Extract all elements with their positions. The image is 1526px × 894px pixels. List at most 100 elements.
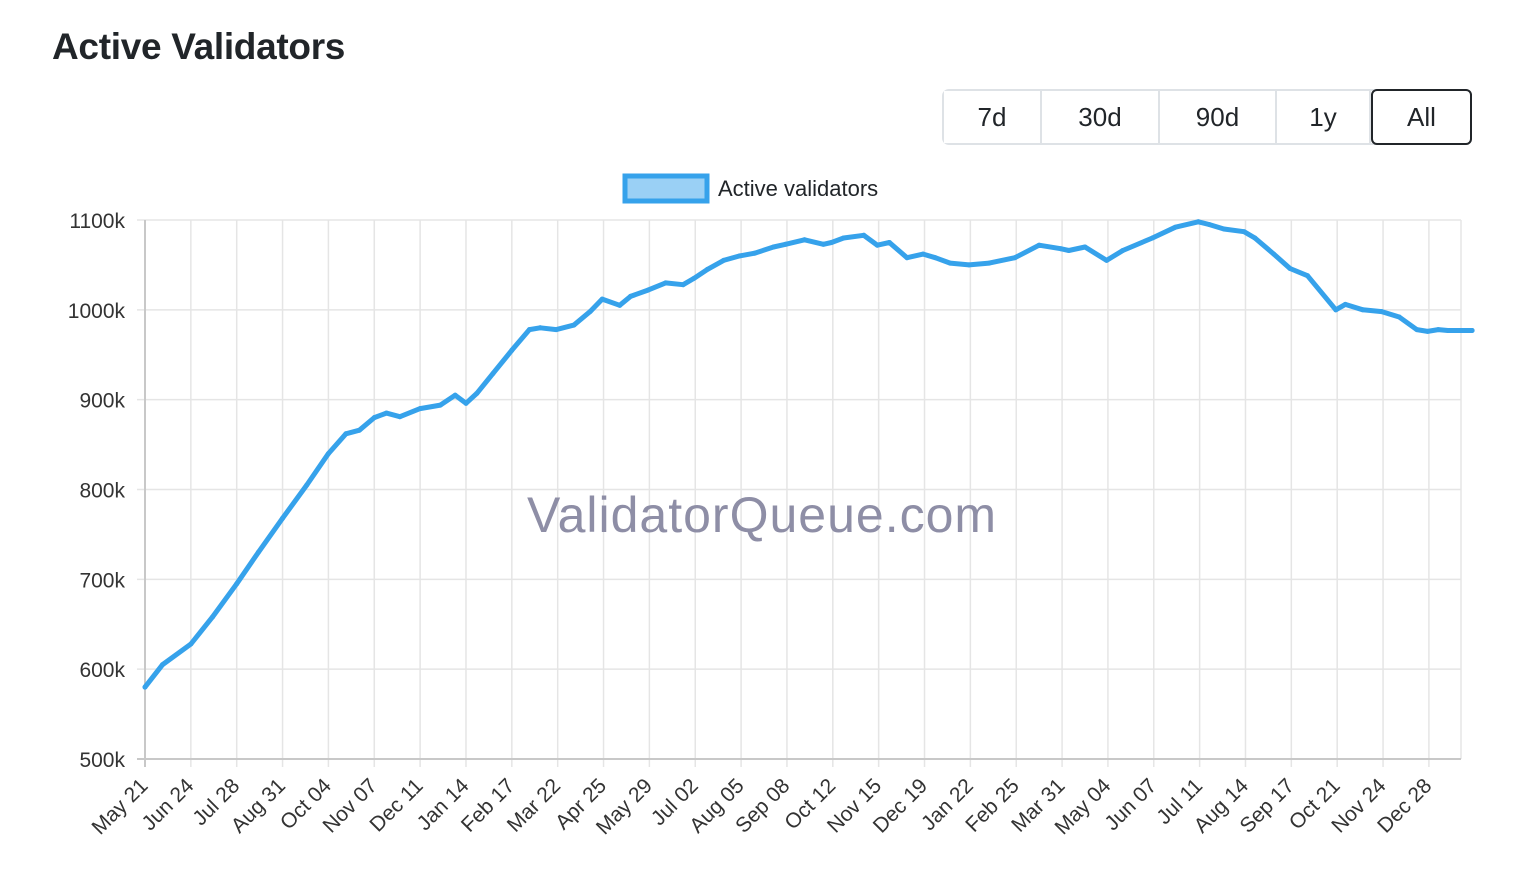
data-point [1195, 219, 1201, 225]
data-point [142, 684, 148, 690]
data-point [1287, 266, 1293, 271]
data-point [304, 482, 310, 488]
data-point [509, 347, 515, 353]
data-point [1342, 301, 1348, 307]
data-point [1333, 307, 1339, 313]
data-point [752, 250, 758, 256]
data-point [371, 415, 377, 421]
data-point [209, 614, 215, 620]
data-point [537, 325, 543, 331]
data-point [628, 293, 633, 299]
data-point [691, 275, 697, 281]
data-point [474, 390, 480, 396]
range-30d-button[interactable]: 30d [1042, 91, 1160, 143]
y-tick-label: 1000k [68, 300, 126, 323]
data-point [356, 427, 362, 433]
legend[interactable]: Active validators [622, 173, 878, 204]
data-point [771, 244, 776, 250]
data-point [1414, 327, 1420, 333]
data-point [680, 282, 686, 288]
data-point [874, 242, 880, 248]
y-tick-label: 700k [79, 569, 125, 592]
data-point [737, 253, 743, 259]
data-point [463, 400, 469, 406]
data-point [599, 296, 605, 302]
data-point [1360, 307, 1366, 313]
data-point [526, 327, 532, 333]
watermark-text: ValidatorQueue.com [527, 487, 997, 543]
chart-container: 500k 600k 700k 800k 900k 1000k 1100k May 21 Jun … [0, 160, 1526, 894]
data-point [820, 241, 826, 247]
range-90d-button[interactable]: 90d [1160, 91, 1277, 143]
data-point [234, 581, 240, 587]
data-point [452, 392, 458, 398]
time-range-selector: 7d 30d 90d 1y All [942, 89, 1472, 145]
data-point [829, 240, 834, 245]
x-tick-label: Jun 24 [138, 774, 199, 835]
data-point [1435, 327, 1441, 333]
data-point [1082, 244, 1088, 250]
data-point [783, 241, 789, 247]
page-title: Active Validators [52, 26, 346, 67]
data-point [160, 662, 165, 668]
data-point [704, 266, 710, 272]
y-tick-label: 500k [79, 749, 125, 772]
data-point [1104, 257, 1110, 263]
y-tick-label: 800k [79, 480, 125, 503]
range-all-button[interactable]: All [1371, 89, 1472, 145]
data-point [802, 237, 807, 243]
data-point [280, 515, 286, 521]
data-point [1241, 229, 1247, 235]
x-tick-label: Jun 07 [1100, 774, 1161, 835]
data-point [1120, 248, 1126, 253]
data-point [255, 549, 261, 555]
data-point [904, 255, 910, 261]
data-point [861, 232, 867, 238]
data-point [553, 327, 559, 333]
data-point [663, 280, 669, 286]
series-layer [142, 219, 1475, 690]
x-tick-label: May 21 [88, 774, 153, 839]
data-point [1469, 328, 1475, 333]
data-point [1456, 328, 1462, 333]
y-tick-label: 600k [79, 659, 125, 682]
data-point [490, 371, 496, 377]
data-point [417, 406, 423, 412]
data-point [1379, 309, 1385, 315]
data-point [383, 410, 389, 416]
active-validators-line [142, 219, 1475, 690]
data-point [1396, 314, 1402, 320]
data-point [920, 251, 926, 257]
data-point [841, 235, 847, 241]
data-point [1445, 328, 1451, 333]
data-point [1425, 328, 1431, 334]
data-point [1058, 246, 1064, 252]
data-point [986, 260, 992, 266]
data-point [437, 402, 443, 408]
data-point [966, 262, 972, 268]
data-point [886, 240, 892, 245]
data-point [571, 322, 577, 328]
range-1y-button[interactable]: 1y [1277, 91, 1371, 143]
data-point [1012, 255, 1018, 261]
data-point [343, 431, 349, 437]
data-point [397, 414, 403, 420]
data-point [721, 257, 727, 263]
data-point [645, 287, 651, 293]
y-tick-label: 900k [79, 390, 125, 413]
data-point [188, 641, 194, 647]
data-point [1036, 242, 1042, 248]
legend-label: Active validators [718, 176, 878, 201]
data-point [1252, 235, 1258, 241]
data-point [1305, 273, 1310, 279]
data-point [587, 309, 593, 315]
data-point [932, 255, 938, 261]
data-point [1172, 224, 1178, 230]
data-point [1271, 251, 1277, 257]
data-point [1221, 226, 1227, 232]
range-7d-button[interactable]: 7d [944, 91, 1042, 143]
legend-swatch [622, 173, 710, 204]
data-point [947, 260, 953, 266]
